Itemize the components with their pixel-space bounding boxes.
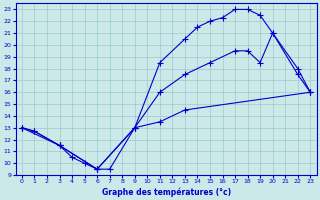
X-axis label: Graphe des températures (°c): Graphe des températures (°c) [101, 187, 231, 197]
